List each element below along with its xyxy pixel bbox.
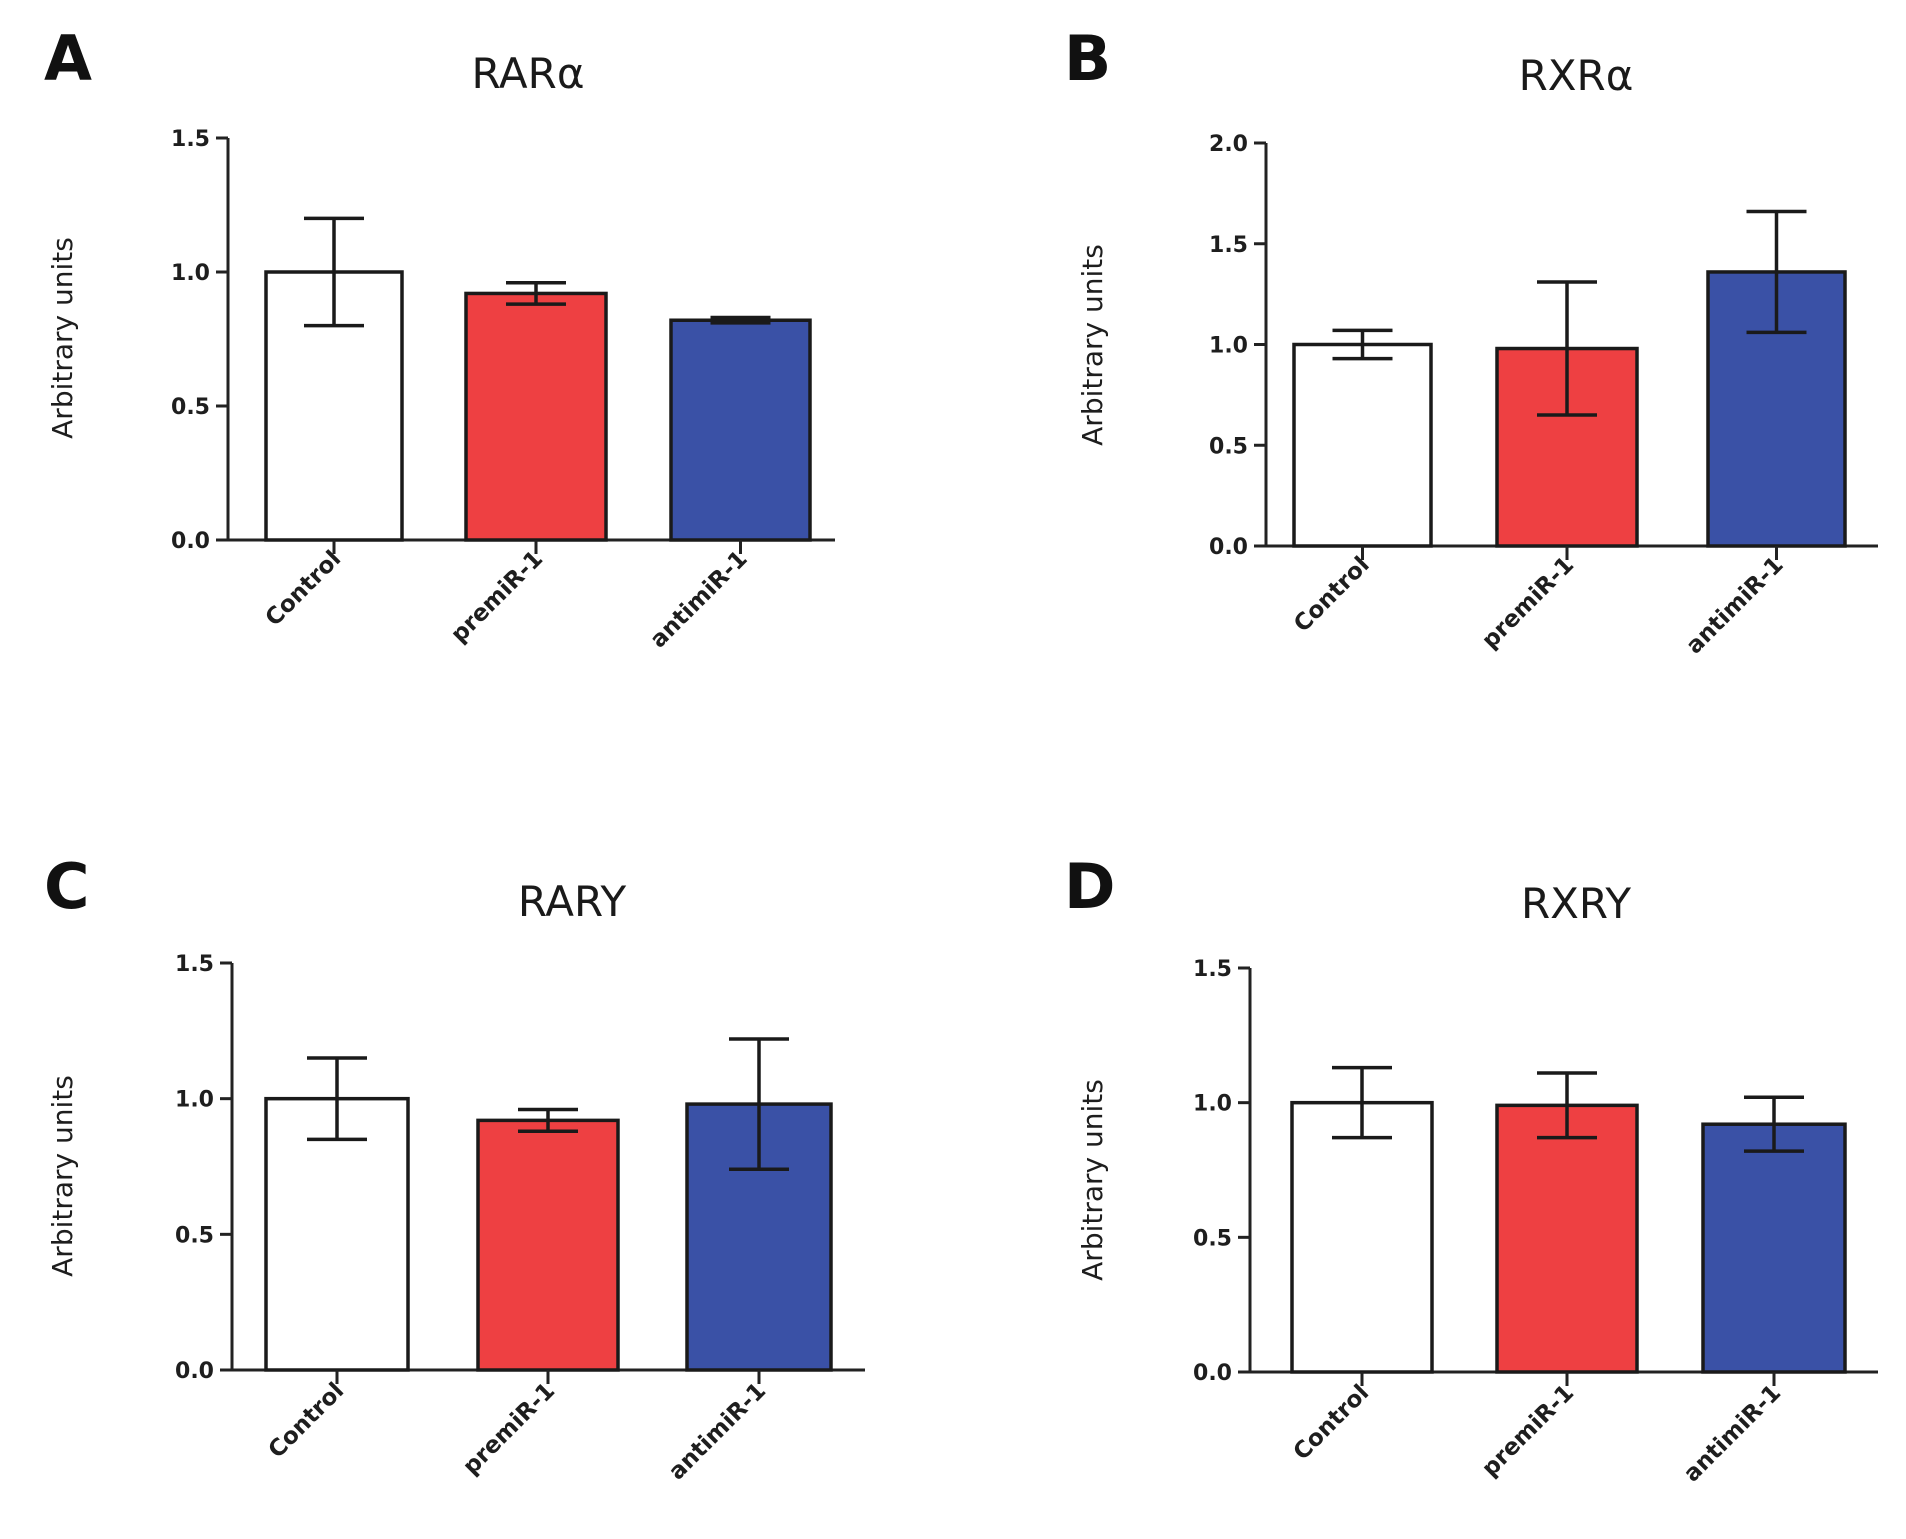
- panel-letter: B: [1064, 22, 1111, 95]
- y-tick-label: 1.5: [1209, 233, 1248, 258]
- y-tick-label: 0.0: [1209, 535, 1248, 560]
- panel-d: D RXRY Arbitrary units 0.0 0.5 1.0 1.5 Control p…: [1064, 850, 1878, 1487]
- error-bar: [304, 216, 364, 328]
- bar-antimir-1: [669, 318, 812, 542]
- category-label: antimiR-1: [645, 546, 752, 653]
- chart-title: RXRα: [1519, 51, 1634, 100]
- y-tick-label: 0.5: [1193, 1226, 1232, 1251]
- y-tick-label: 1.5: [175, 952, 214, 977]
- chart-title: RARα: [471, 49, 584, 98]
- error-bar: [710, 315, 771, 325]
- category-label: Control: [261, 546, 347, 632]
- category-label: antimiR-1: [1681, 552, 1788, 659]
- chart-title: RARY: [518, 877, 627, 926]
- y-tick-label: 0.0: [1193, 1361, 1232, 1386]
- y-axis-title: Arbitrary units: [46, 237, 79, 439]
- error-bar: [1744, 1095, 1804, 1153]
- category-label: antimiR-1: [1679, 1380, 1786, 1487]
- category-label: premiR-1: [1477, 1380, 1579, 1482]
- bar-premir-1: [476, 1118, 620, 1372]
- bar-control: [1290, 1100, 1434, 1374]
- error-bar: [307, 1056, 367, 1142]
- y-tick-label: 1.0: [1193, 1092, 1232, 1117]
- panel-letter: C: [44, 850, 90, 923]
- bar-control: [1292, 342, 1433, 548]
- y-tick-label: 1.0: [1209, 334, 1248, 359]
- y-tick-label: 1.0: [175, 1088, 214, 1113]
- category-label: Control: [1289, 1380, 1375, 1466]
- error-bar: [506, 280, 566, 306]
- category-label: Control: [264, 1378, 350, 1464]
- panel-a: A RARα Arbitrary units 0.0 0.5 1.0 1.5 Control p…: [44, 22, 835, 653]
- error-bar: [1332, 328, 1393, 361]
- y-tick-label: 0.5: [1209, 434, 1248, 459]
- bar-premir-1: [1495, 1103, 1639, 1374]
- error-bar: [729, 1037, 789, 1171]
- y-tick-label: 0.0: [171, 529, 210, 554]
- y-tick-label: 1.5: [1193, 957, 1232, 982]
- y-tick-label: 0.5: [171, 395, 210, 420]
- error-bar: [1332, 1065, 1392, 1140]
- error-bar: [1537, 1071, 1597, 1140]
- category-label: premiR-1: [1477, 552, 1579, 654]
- y-tick-label: 0.5: [175, 1223, 214, 1248]
- panel-c: C RARY Arbitrary units 0.0 0.5 1.0 1.5 Control p…: [44, 850, 865, 1485]
- y-tick-label: 1.5: [171, 127, 210, 152]
- y-tick-label: 2.0: [1209, 132, 1248, 157]
- error-bar: [1537, 280, 1597, 417]
- error-bar: [1746, 209, 1807, 335]
- category-label: premiR-1: [446, 546, 548, 648]
- category-label: Control: [1289, 552, 1375, 638]
- panel-b: B RXRα Arbitrary units 0.0 0.5 1.0 1.5 2.0 Contr…: [1064, 22, 1878, 659]
- category-label: antimiR-1: [664, 1378, 771, 1485]
- panel-letter: A: [44, 22, 92, 95]
- category-label: premiR-1: [458, 1378, 560, 1480]
- bar-premir-1: [464, 291, 608, 542]
- panel-letter: D: [1064, 850, 1115, 923]
- y-axis-title: Arbitrary units: [1076, 244, 1109, 446]
- chart-title: RXRY: [1521, 879, 1631, 928]
- error-bar: [518, 1107, 578, 1133]
- y-axis-title: Arbitrary units: [1076, 1079, 1109, 1281]
- y-tick-label: 1.0: [171, 261, 210, 286]
- y-axis-title: Arbitrary units: [46, 1075, 79, 1277]
- bar-antimir-1: [1701, 1122, 1847, 1374]
- y-tick-label: 0.0: [175, 1359, 214, 1384]
